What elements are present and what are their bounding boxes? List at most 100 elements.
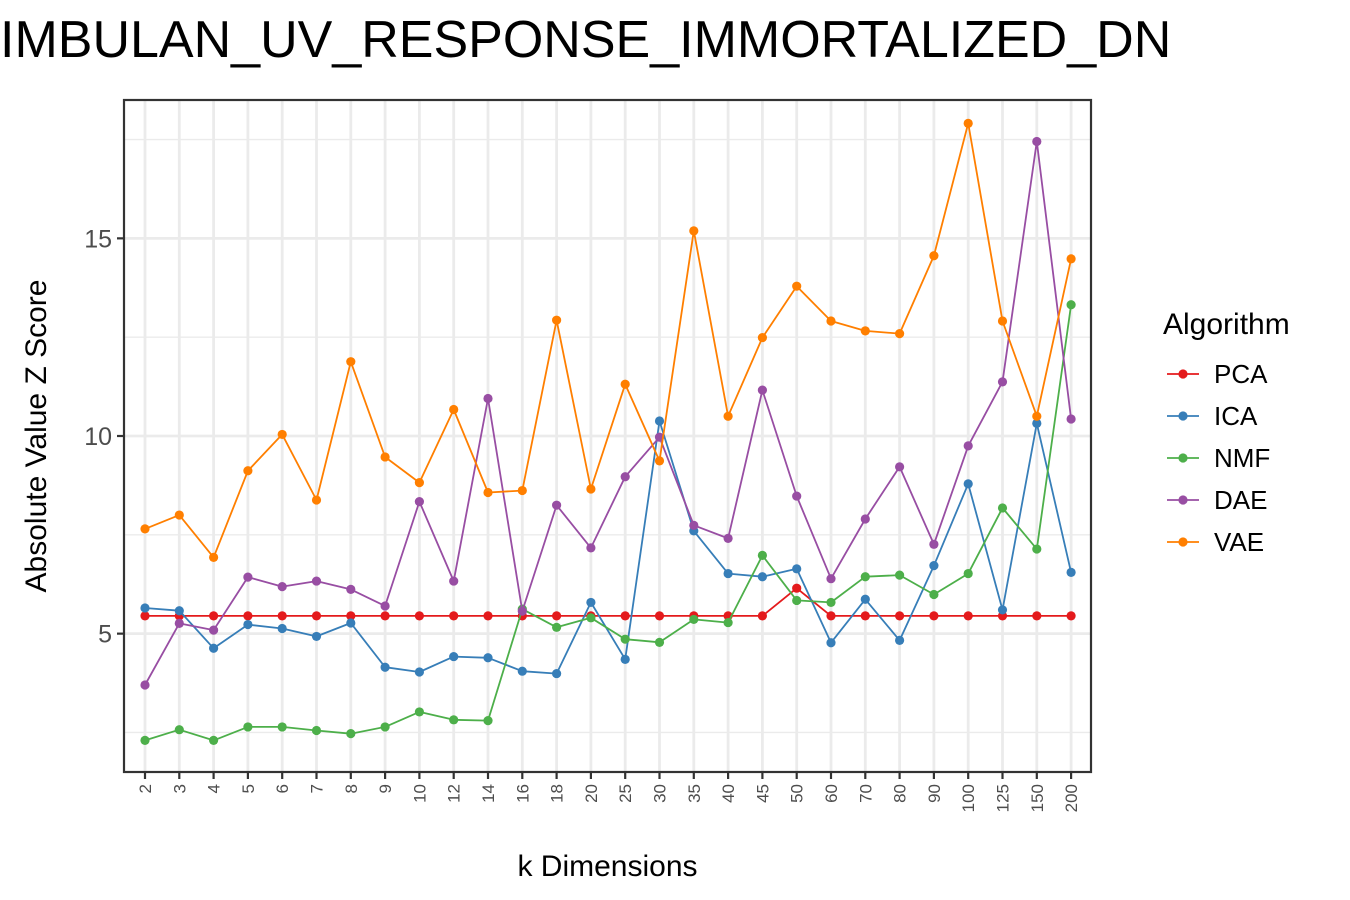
- data-point-dae: [895, 462, 905, 472]
- data-point-nmf: [346, 729, 356, 739]
- x-tick-label: 125: [994, 784, 1013, 812]
- data-point-nmf: [243, 722, 253, 732]
- data-point-ica: [997, 605, 1008, 615]
- data-point-ica: [552, 668, 562, 679]
- x-tick-label: 50: [788, 784, 807, 803]
- data-point-pca: [449, 611, 459, 621]
- data-point-ica: [517, 666, 527, 676]
- data-point-nmf: [380, 722, 390, 732]
- data-point-pca: [346, 611, 356, 621]
- data-point-nmf: [1066, 300, 1076, 310]
- data-point-nmf: [449, 715, 459, 725]
- data-point-dae: [1066, 414, 1076, 424]
- data-point-nmf: [997, 503, 1008, 513]
- series-vae: [140, 118, 1076, 562]
- legend-key-point: [1178, 537, 1188, 547]
- x-tick-label: 40: [719, 784, 738, 803]
- data-point-vae: [860, 326, 870, 336]
- data-point-vae: [723, 411, 733, 421]
- data-point-vae: [449, 404, 459, 415]
- x-tick-label: 3: [170, 784, 189, 793]
- data-point-ica: [929, 561, 939, 571]
- data-point-pca: [311, 611, 322, 621]
- data-point-nmf: [963, 568, 973, 579]
- data-point-pca: [552, 611, 562, 621]
- series-line-nmf: [144, 304, 1072, 742]
- legend-key-point: [1178, 453, 1188, 463]
- data-point-pca: [414, 611, 424, 621]
- data-point-dae: [620, 472, 630, 482]
- data-point-vae: [140, 524, 150, 534]
- data-point-pca: [1066, 611, 1076, 621]
- data-point-dae: [346, 584, 356, 594]
- x-tick-label: 8: [342, 784, 361, 793]
- data-point-vae: [483, 487, 493, 498]
- x-tick-label: 16: [513, 784, 532, 803]
- legend-item-ica: ICA: [1167, 401, 1258, 431]
- data-point-ica: [1066, 567, 1076, 577]
- data-point-pca: [654, 611, 665, 621]
- data-point-vae: [414, 478, 424, 488]
- legend-item-pca: PCA: [1167, 359, 1268, 389]
- x-tick-label: 6: [273, 784, 292, 793]
- x-tick-label: 20: [582, 784, 601, 803]
- data-point-ica: [346, 618, 356, 628]
- x-tick-label: 45: [753, 784, 772, 803]
- data-point-pca: [277, 611, 287, 621]
- data-point-vae: [1066, 254, 1076, 264]
- x-axis-label: k Dimensions: [517, 850, 697, 883]
- data-point-ica: [792, 564, 802, 574]
- x-tick-label: 150: [1028, 784, 1047, 812]
- data-point-dae: [311, 576, 322, 586]
- data-point-vae: [243, 466, 253, 476]
- data-point-ica: [860, 594, 870, 604]
- data-point-nmf: [826, 597, 836, 608]
- x-tick-label: 12: [445, 784, 464, 803]
- data-point-pca: [209, 611, 219, 621]
- x-tick-label: 200: [1062, 784, 1081, 812]
- data-point-ica: [586, 597, 596, 608]
- series-line-vae: [144, 122, 1072, 559]
- x-tick-label: 18: [548, 784, 567, 803]
- x-tick-label: 2: [136, 784, 155, 793]
- y-axis: 5 10 15: [84, 225, 124, 649]
- data-point-dae: [997, 377, 1008, 387]
- x-tick-label: 4: [205, 784, 224, 793]
- data-point-nmf: [792, 595, 802, 606]
- legend-key-point: [1178, 495, 1188, 505]
- x-tick-label: 100: [959, 784, 978, 812]
- data-point-dae: [277, 582, 287, 592]
- data-point-pca: [140, 611, 150, 621]
- data-point-vae: [517, 485, 527, 496]
- x-tick-label: 90: [925, 784, 944, 803]
- data-point-nmf: [689, 614, 699, 625]
- data-point-nmf: [860, 572, 870, 582]
- data-point-vae: [997, 316, 1008, 326]
- data-point-vae: [174, 510, 184, 520]
- data-point-vae: [620, 379, 630, 389]
- data-point-vae: [929, 251, 939, 261]
- data-point-nmf: [209, 735, 219, 745]
- data-point-dae: [552, 500, 562, 510]
- data-point-ica: [209, 643, 219, 653]
- data-point-nmf: [1032, 544, 1042, 554]
- data-point-dae: [483, 393, 493, 404]
- data-point-nmf: [757, 550, 768, 560]
- data-point-pca: [620, 611, 630, 621]
- data-point-vae: [963, 118, 973, 128]
- legend-label: ICA: [1214, 401, 1258, 431]
- x-tick-label: 10: [410, 784, 429, 803]
- data-point-vae: [689, 226, 699, 236]
- data-point-vae: [757, 332, 768, 343]
- data-point-nmf: [311, 725, 322, 736]
- legend-key-point: [1178, 369, 1188, 379]
- x-tick-label: 9: [376, 784, 395, 793]
- data-point-nmf: [414, 707, 424, 717]
- data-point-vae: [380, 452, 390, 462]
- data-point-dae: [963, 441, 973, 451]
- data-point-ica: [277, 623, 287, 634]
- data-point-nmf: [895, 570, 905, 580]
- data-point-dae: [929, 539, 939, 549]
- series-line-dae: [144, 140, 1072, 686]
